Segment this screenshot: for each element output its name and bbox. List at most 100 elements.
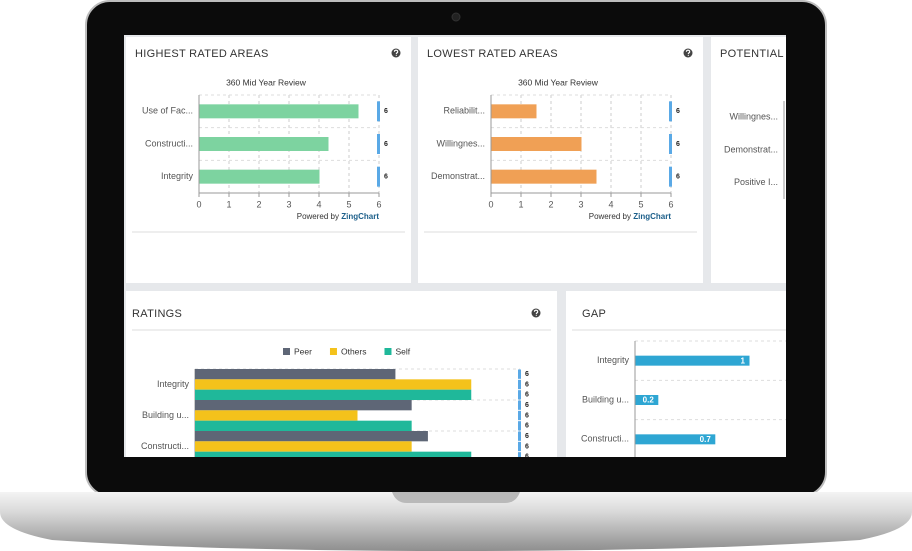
panel-title: RATINGS	[132, 308, 182, 320]
bar	[491, 169, 597, 184]
legend-swatch	[329, 348, 337, 355]
target-marker	[377, 166, 380, 187]
bar	[195, 410, 358, 421]
bar	[635, 355, 750, 366]
target-label: 6	[525, 433, 529, 440]
bar	[491, 104, 537, 119]
footer-brand: ZingChart	[341, 212, 379, 221]
x-tick-label: 0	[488, 199, 493, 209]
panel-title: HIGHEST RATED AREAS	[135, 48, 269, 60]
target-marker	[669, 134, 672, 154]
screen: HIGHEST RATED AREAS 360 Mid Year Review 0 1…	[124, 35, 786, 457]
bar	[195, 400, 412, 411]
legend-label: Others	[341, 346, 367, 356]
target-marker	[518, 431, 521, 441]
help-icon	[683, 48, 693, 58]
legend-swatch	[384, 348, 392, 355]
footer-text: Powered by	[297, 212, 339, 221]
legend-swatch	[283, 348, 290, 355]
x-tick-label: 5	[638, 199, 643, 209]
panel: RATINGS Integrity Building u... Constructi.…	[126, 291, 557, 457]
target-label: 6	[384, 108, 388, 115]
help-glyph	[393, 49, 399, 55]
legend-label: Peer	[294, 346, 312, 356]
bar	[635, 395, 659, 405]
help-icon	[391, 48, 401, 58]
y-tick-label: Willingnes...	[729, 112, 778, 122]
help-dot	[395, 54, 397, 56]
target-marker	[377, 101, 380, 122]
bar	[199, 137, 329, 151]
x-tick-label: 2	[256, 199, 261, 209]
target-label: 6	[384, 174, 388, 181]
target-marker	[518, 379, 521, 390]
y-tick-label: Integrity	[161, 171, 194, 181]
bar	[195, 451, 472, 457]
y-tick-label: Constructi...	[145, 138, 193, 148]
footer: Powered by ZingChart	[589, 212, 672, 221]
y-tick-label: Building u...	[582, 394, 629, 404]
footer: Powered by ZingChart	[297, 212, 380, 221]
panel: LOWEST RATED AREAS 360 Mid Year Review 0 1 2…	[418, 37, 703, 283]
legend-label: Self	[395, 346, 410, 356]
target-label: 6	[525, 392, 529, 399]
target-marker	[518, 452, 521, 457]
bar	[635, 434, 716, 445]
bar	[199, 104, 359, 119]
target-label: 6	[525, 423, 529, 430]
target-marker	[377, 134, 380, 154]
data-label: 0.7	[700, 435, 712, 444]
bar	[195, 379, 472, 390]
target-marker	[518, 400, 521, 410]
x-tick-label: 4	[316, 199, 321, 209]
panel: HIGHEST RATED AREAS 360 Mid Year Review 0 1…	[126, 37, 411, 283]
bar	[491, 137, 582, 151]
panel: POTENTIAL BL Willingnes... Demonstrat... Po…	[711, 37, 786, 283]
target-label: 6	[525, 381, 529, 388]
panel-svg: RATINGS Integrity Building u... Constructi.…	[132, 308, 551, 457]
y-tick-label: Constructi...	[141, 441, 189, 451]
camera	[451, 12, 461, 22]
bar	[195, 431, 428, 442]
panel: GAP Integrity Building u... Constructi... 1 0…	[566, 291, 786, 457]
y-tick-label: Willingnes...	[436, 138, 485, 148]
y-tick-label: Use of Fac...	[142, 106, 193, 116]
y-tick-label: Demonstrat...	[431, 171, 485, 181]
x-tick-label: 4	[608, 199, 613, 209]
data-label: 1	[741, 356, 746, 365]
target-marker	[518, 410, 521, 421]
target-marker	[518, 441, 521, 452]
y-tick-label: Demonstrat...	[724, 144, 778, 154]
x-tick-label: 5	[346, 199, 351, 209]
target-label: 6	[384, 141, 388, 148]
target-marker	[669, 166, 672, 187]
chart-title: 360 Mid Year Review	[518, 77, 599, 87]
chart-title: 360 Mid Year Review	[226, 77, 307, 87]
base-notch	[392, 492, 520, 503]
x-tick-label: 2	[548, 199, 553, 209]
panel-svg: LOWEST RATED AREAS 360 Mid Year Review 0 1 2…	[424, 48, 697, 233]
panel-title: GAP	[582, 308, 606, 320]
panel-svg: POTENTIAL BL Willingnes... Demonstrat... Po…	[720, 48, 786, 199]
bar	[195, 369, 396, 380]
y-tick-label: Reliabilit...	[443, 106, 485, 116]
target-label: 6	[676, 108, 680, 115]
help-icon	[531, 308, 541, 318]
bar	[195, 389, 472, 400]
bar	[195, 441, 412, 452]
footer-text: Powered by	[589, 212, 631, 221]
target-marker	[518, 369, 521, 379]
x-tick-label: 1	[518, 199, 523, 209]
y-tick-label: Positive I...	[734, 177, 778, 187]
help-glyph	[533, 309, 539, 315]
target-label: 6	[525, 412, 529, 419]
panel-title: LOWEST RATED AREAS	[427, 48, 558, 60]
y-tick-label: Integrity	[597, 355, 630, 365]
target-label: 6	[676, 174, 680, 181]
x-tick-label: 6	[668, 199, 673, 209]
target-label: 6	[676, 141, 680, 148]
x-tick-label: 3	[286, 199, 291, 209]
panel-title: POTENTIAL BL	[720, 48, 786, 60]
x-tick-label: 0	[196, 199, 201, 209]
